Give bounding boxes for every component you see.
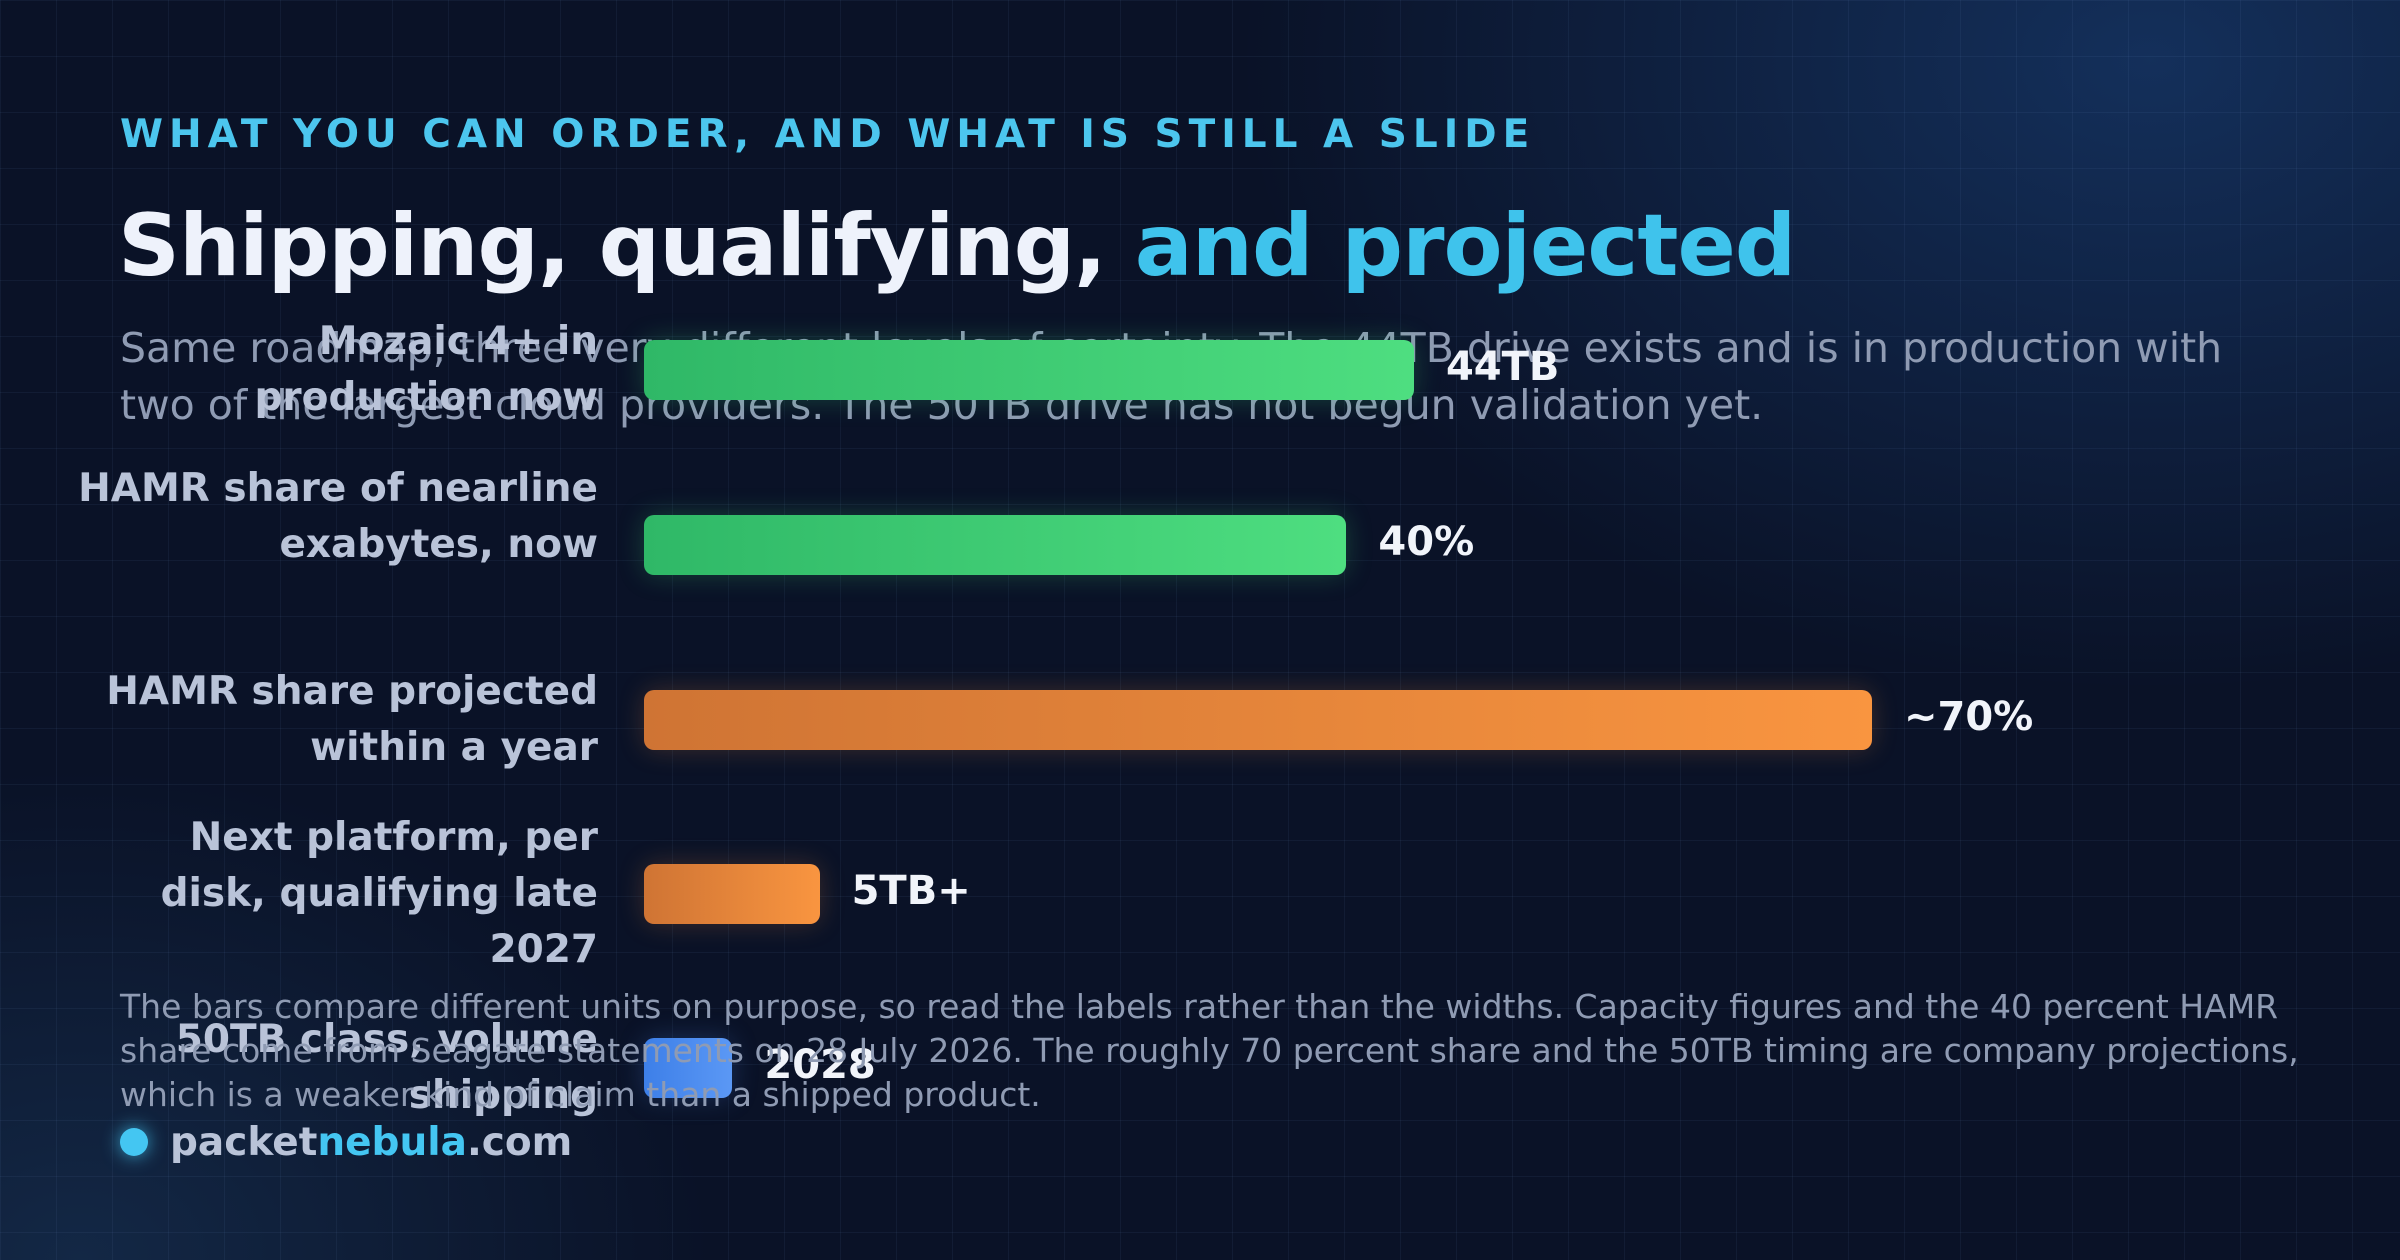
bar bbox=[644, 515, 1347, 575]
brand-dot-icon bbox=[120, 1127, 148, 1156]
category-label: Mozaic 4+ in production now bbox=[254, 319, 598, 420]
page-title: Shipping, qualifying, and projected bbox=[118, 196, 1797, 296]
category-label: Next platform, per disk, qualifying late… bbox=[160, 815, 598, 972]
bar bbox=[644, 1038, 733, 1098]
category-label: HAMR share of nearline exabytes, now bbox=[78, 466, 598, 567]
title-accent: and projected bbox=[1134, 196, 1797, 296]
bar-value-label: 2028 bbox=[764, 1042, 876, 1088]
bar bbox=[644, 340, 1414, 400]
category-label: 50TB class, volume shipping bbox=[175, 1017, 598, 1118]
bar bbox=[644, 690, 1872, 750]
brand-link[interactable]: packetnebula.com bbox=[120, 1120, 572, 1165]
brand-prefix: packet bbox=[170, 1120, 318, 1165]
bar-value-label: 5TB+ bbox=[851, 868, 971, 914]
bar-value-label: 40% bbox=[1378, 519, 1475, 565]
bar bbox=[644, 864, 820, 924]
eyebrow-label: WHAT YOU CAN ORDER, AND WHAT IS STILL A … bbox=[120, 112, 1536, 157]
footnote: The bars compare different units on purp… bbox=[120, 987, 2299, 1114]
brand-highlight: nebula bbox=[317, 1120, 467, 1165]
bar-value-label: ~70% bbox=[1904, 694, 2034, 740]
brand-suffix: .com bbox=[466, 1120, 573, 1165]
bar-value-label: 44TB bbox=[1445, 344, 1560, 390]
category-label: HAMR share projected within a year bbox=[106, 669, 598, 770]
title-main: Shipping, qualifying, bbox=[118, 196, 1135, 296]
